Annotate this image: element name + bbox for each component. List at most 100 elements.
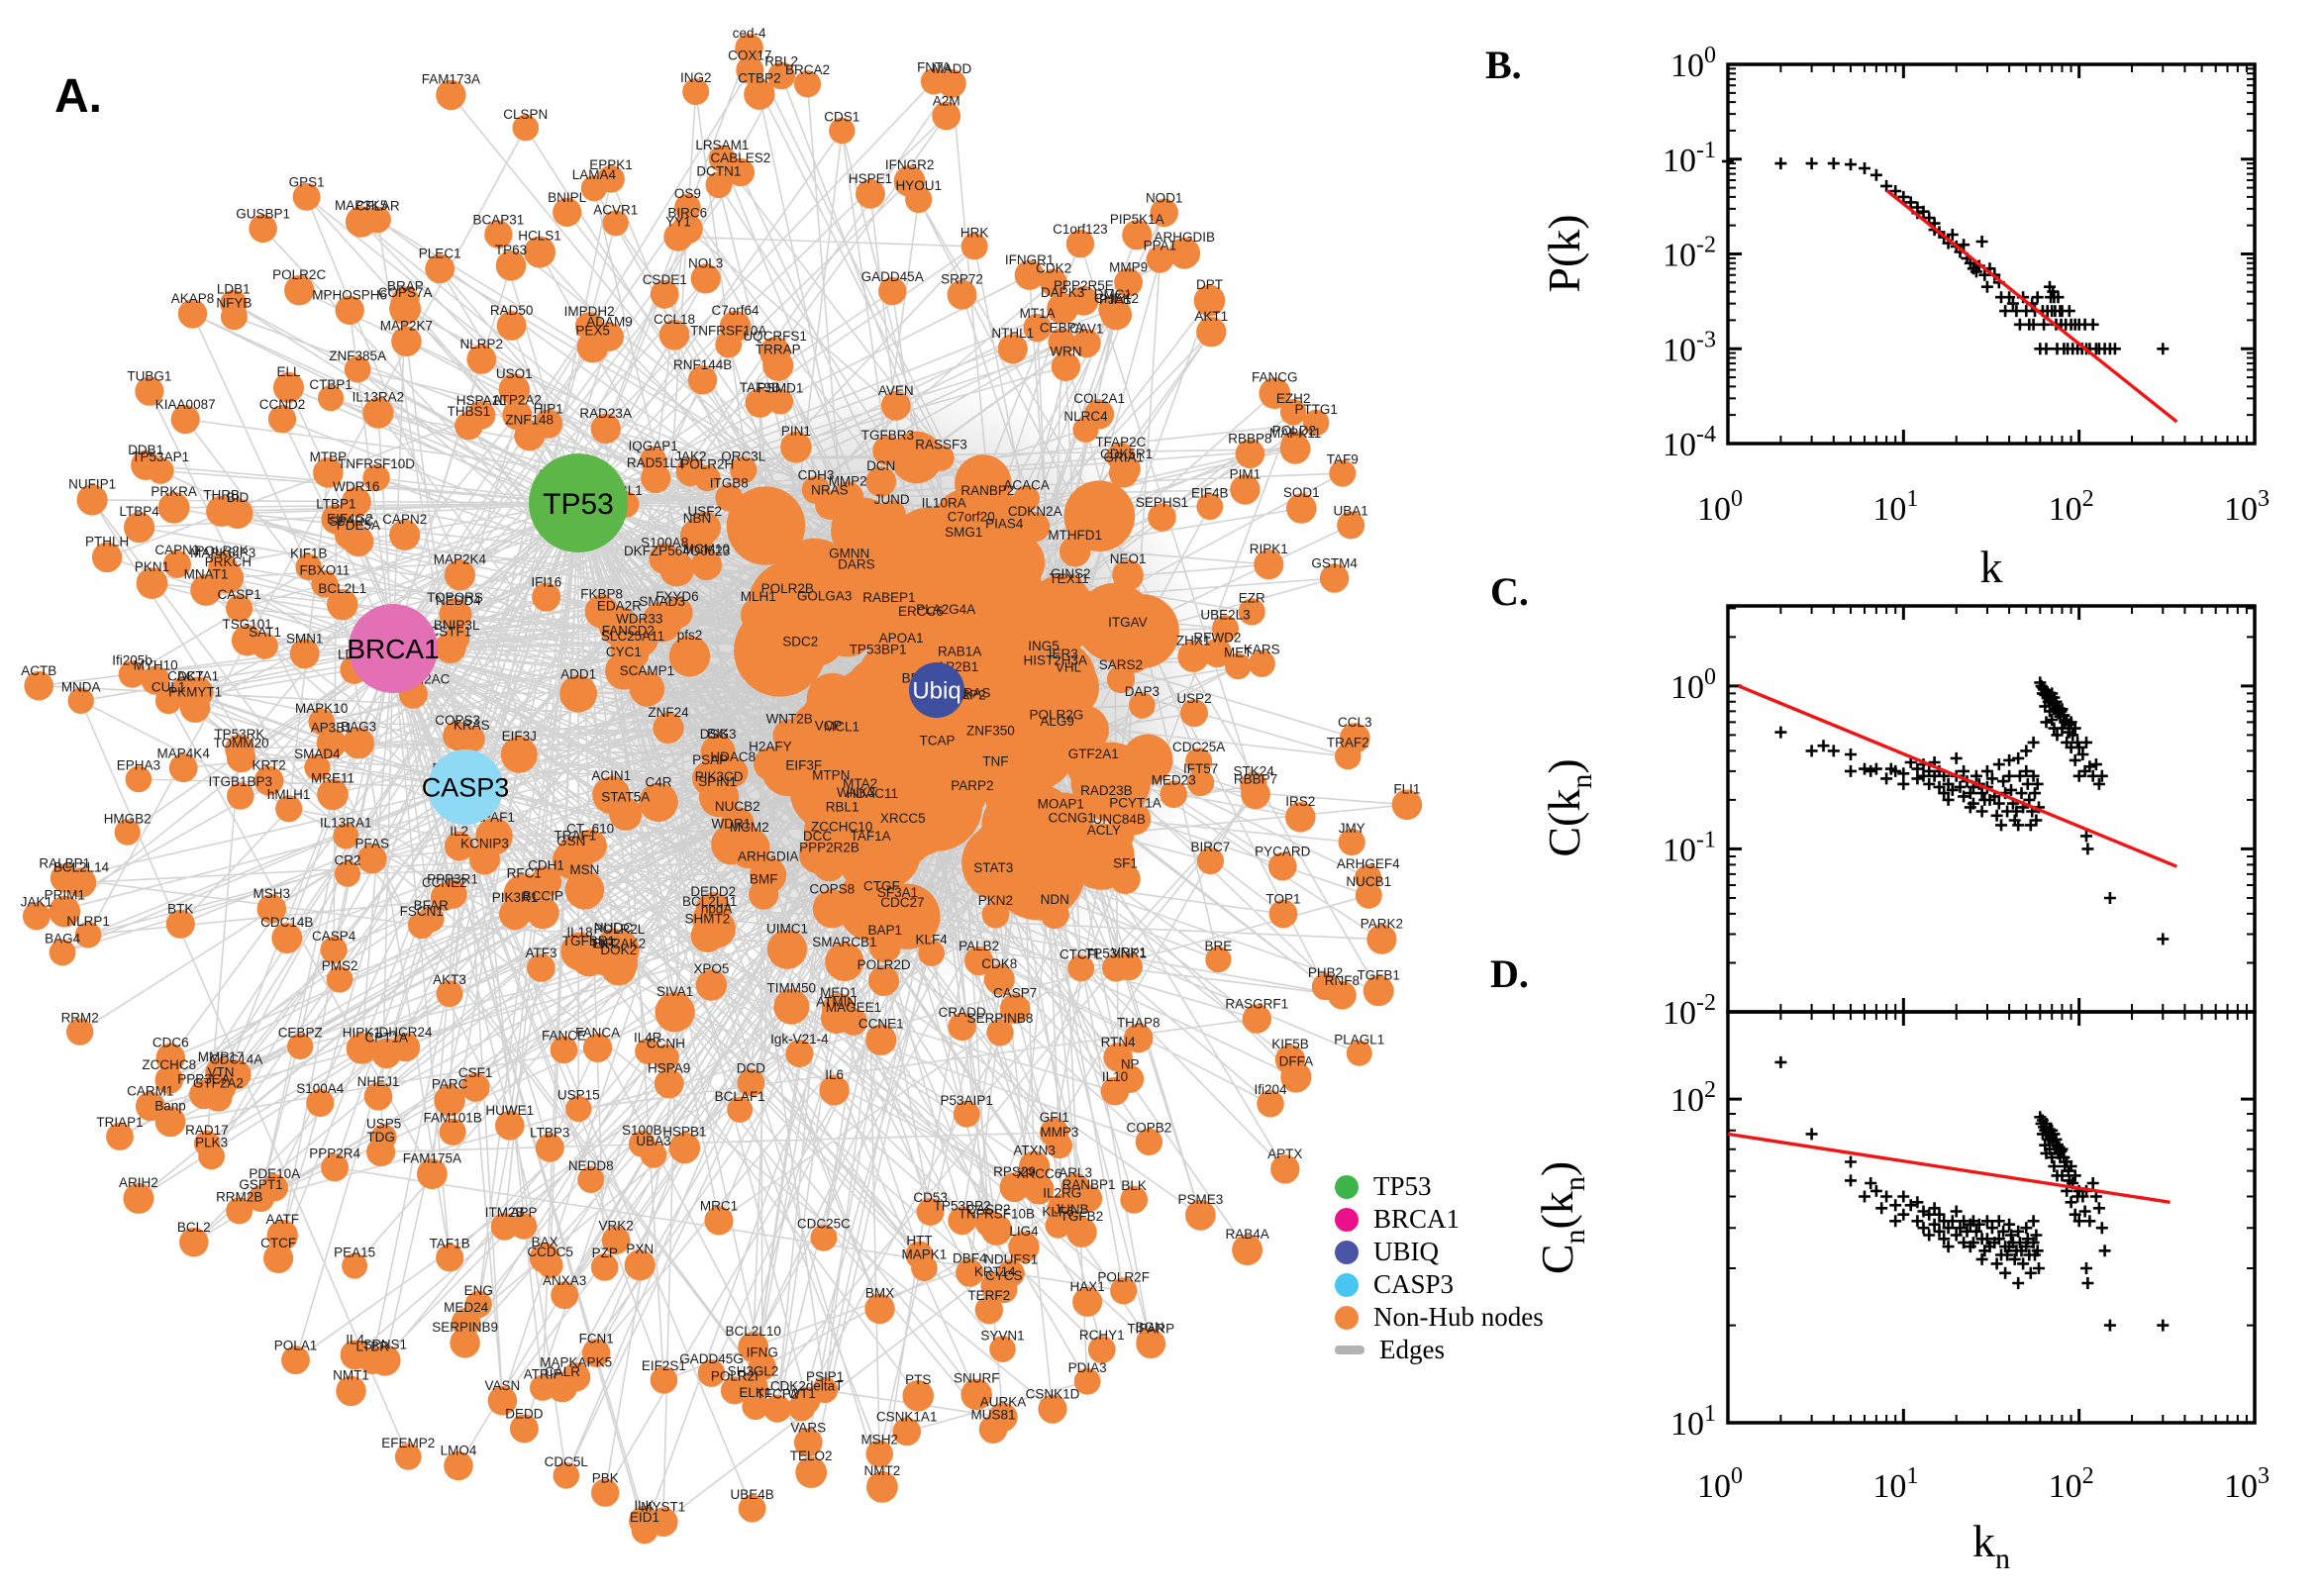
network-node-label: RANBP1 — [1061, 1177, 1115, 1192]
network-node-label: IL2 — [450, 824, 468, 839]
network-node-label: CCDC5 — [527, 1245, 573, 1259]
network-node-label: CCL3 — [1338, 715, 1372, 730]
network-node-label: POLR2H — [680, 457, 734, 472]
network-node-label: ARIH2 — [119, 1175, 158, 1190]
network-node-label: IFT57 — [1183, 761, 1218, 776]
network-node — [762, 1394, 792, 1423]
network-node-label: CEBPA — [1040, 320, 1084, 335]
legend: TP53 BRCA1 UBIQ CASP3 Non-Hub nodes Edges — [1335, 1170, 1544, 1366]
network-node — [170, 405, 200, 435]
network-node-label: RALBP1 — [39, 855, 90, 870]
network-node-label: TNFRSF10D — [338, 456, 415, 471]
network-node-label: RBBP7 — [1234, 771, 1277, 786]
network-node — [704, 1206, 734, 1236]
network-node-label: IL4 — [346, 1333, 364, 1347]
network-node-label: NHEJ1 — [357, 1074, 400, 1089]
network-node — [772, 719, 806, 752]
network-node — [496, 311, 527, 341]
network-node-label: ING5 — [1028, 639, 1060, 653]
network-node-label: BCCIP — [523, 889, 563, 904]
hub-label-brca1: BRCA1 — [347, 634, 439, 664]
network-node-label: TIPARP — [1127, 1321, 1174, 1336]
network-panel: TP53RK KIAA0087 THAP8 CDC14B CDC14A MAGEE1 DHC… — [21, 26, 1423, 1545]
network-node — [206, 495, 238, 527]
network-node — [1337, 511, 1365, 540]
network-node — [1363, 975, 1394, 1007]
network-node — [825, 942, 864, 982]
network-node — [911, 1254, 938, 1282]
network-node — [981, 900, 1010, 929]
network-node-label: GFI1 — [1040, 1110, 1069, 1125]
network-node-label: RAB4A — [1225, 1227, 1268, 1242]
network-node — [832, 481, 864, 514]
network-node-label: ACVR1 — [593, 202, 638, 217]
network-node-label: NLRC4 — [1063, 409, 1108, 424]
x-axis-title: k — [1980, 542, 2003, 592]
network-node-label: MYST1 — [641, 1500, 685, 1515]
network-node-label: TAF1B — [430, 1236, 470, 1250]
hub-node-ubiq — [909, 662, 964, 718]
network-node-label: FAM175A — [403, 1150, 461, 1165]
network-node — [1196, 848, 1224, 875]
network-node-label: MMP3 — [1040, 1125, 1078, 1140]
network-node-label: SMAD4 — [294, 747, 341, 761]
legend-swatch-tp53 — [1335, 1174, 1359, 1199]
network-node-label: MAPK10 — [295, 701, 348, 716]
network-node — [1286, 493, 1317, 524]
network-node-label: TP53AP1 — [132, 449, 189, 464]
network-node-label: ZNF24 — [648, 705, 689, 720]
network-node-label: MNAT1 — [184, 566, 229, 581]
network-node — [559, 674, 597, 713]
network-node-label: HUWE1 — [485, 1103, 534, 1118]
network-node — [317, 778, 349, 811]
network-node-label: BFAR — [414, 898, 450, 913]
network-node-label: CABLES2 — [711, 150, 771, 165]
network-node-label: XRCC5 — [880, 811, 926, 826]
network-node-label: DCTN1 — [696, 163, 741, 178]
network-node-label: CLSPN — [503, 107, 548, 122]
network-node-label: BID — [227, 490, 250, 505]
network-node-label: IFI16 — [531, 575, 561, 590]
x-tick-label: 102 — [2049, 486, 2094, 528]
network-node — [737, 1068, 765, 1097]
network-node-label: LAMA4 — [572, 167, 617, 182]
network-node — [326, 965, 354, 993]
network-node — [1257, 1090, 1284, 1118]
network-node — [1024, 1174, 1055, 1205]
network-node — [1391, 789, 1423, 821]
network-node-label: DCC — [803, 829, 832, 844]
network-node — [1150, 198, 1178, 228]
network-node — [74, 921, 102, 948]
network-node-label: TAF1A — [851, 829, 891, 844]
legend-label: TP53 — [1373, 1171, 1432, 1201]
network-node-label: CTBP2 — [738, 71, 781, 86]
network-node — [362, 463, 390, 492]
network-node — [273, 371, 304, 403]
network-node — [860, 649, 895, 684]
network-node-label: PBK — [592, 1471, 619, 1486]
network-node — [1078, 754, 1108, 784]
network-node — [961, 666, 1050, 755]
network-node — [624, 1249, 656, 1281]
network-node-label: NUDC — [594, 921, 633, 936]
network-node — [564, 870, 605, 910]
network-node-label: MAP2K4 — [434, 551, 487, 566]
legend-label: Edges — [1379, 1335, 1445, 1364]
network-node — [1238, 598, 1265, 626]
network-node-label: COPS7A — [378, 285, 433, 300]
network-node — [1205, 947, 1232, 973]
network-node-label: UNC84B — [1093, 812, 1146, 827]
network-node-label: HDAC11 — [847, 786, 898, 801]
network-node-label: DHCR24 — [378, 1025, 433, 1040]
network-node — [687, 365, 718, 395]
legend-item: UBIQ — [1335, 1236, 1544, 1268]
network-node-label: MLH1 — [741, 589, 776, 604]
network-node-label: DAP3 — [1125, 684, 1160, 699]
network-node — [887, 819, 919, 849]
network-node — [590, 1253, 619, 1281]
network-node — [601, 1226, 631, 1254]
network-node — [754, 747, 787, 781]
network-node-label: AATF — [266, 1212, 300, 1227]
network-node-label: LMO4 — [441, 1444, 477, 1458]
network-node-label: EIF4G2 — [327, 512, 373, 527]
